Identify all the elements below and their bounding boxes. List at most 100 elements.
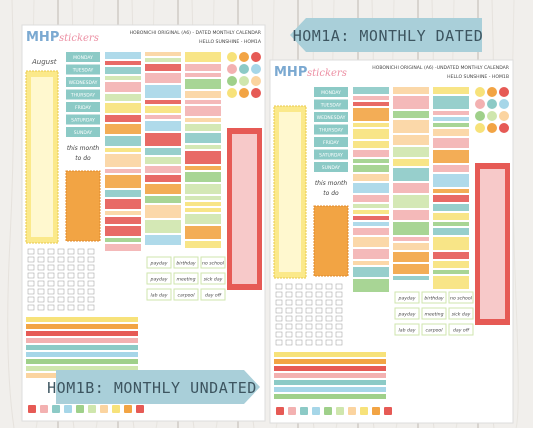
strip-sticker xyxy=(185,73,221,77)
strip-sticker xyxy=(433,129,469,136)
strip-sticker xyxy=(105,238,141,242)
tracker-box xyxy=(57,248,65,255)
strip-sticker xyxy=(185,214,221,224)
strip-sticker xyxy=(185,124,221,131)
logo-sub: stickers xyxy=(307,68,347,79)
weekday-sticker xyxy=(66,114,100,125)
tracker-box xyxy=(57,256,65,263)
tracker-box xyxy=(57,288,65,295)
strip-sticker xyxy=(393,243,429,250)
circle-sticker xyxy=(499,99,509,109)
weekday-label: THURSDAY xyxy=(318,128,344,134)
strip-sticker xyxy=(353,267,389,277)
wide-stripe xyxy=(274,359,386,364)
tracker-box xyxy=(27,272,35,279)
tracker-box xyxy=(315,331,323,338)
strip-sticker xyxy=(433,276,469,289)
strip-sticker xyxy=(353,249,389,259)
tracker-box xyxy=(67,288,75,295)
label-text: lab day xyxy=(399,328,416,334)
sheet-header: HOBONICHI ORIGINAL (A6) -UNDATED MONTHLY… xyxy=(372,65,510,71)
tracker-box xyxy=(37,280,45,287)
weekday-sticker xyxy=(66,89,100,100)
strip-sticker xyxy=(145,205,181,218)
strip-sticker xyxy=(353,108,389,121)
weekday-label: MONDAY xyxy=(321,90,341,96)
wide-stripe xyxy=(274,380,386,385)
strip-sticker xyxy=(145,220,181,233)
todo-box xyxy=(65,170,101,242)
tracker-box xyxy=(285,315,293,322)
tracker-box xyxy=(285,291,293,298)
todo-label: to do xyxy=(323,190,339,197)
icon-sticker xyxy=(288,407,296,415)
strip-sticker xyxy=(145,166,181,173)
tracker-box xyxy=(47,280,55,287)
strip-sticker xyxy=(145,106,181,113)
strip-sticker xyxy=(185,79,221,89)
strip-sticker xyxy=(105,115,141,122)
weekday-label: SATURDAY xyxy=(319,153,343,159)
strip-sticker xyxy=(433,252,469,259)
strip-sticker xyxy=(145,133,181,146)
strip-sticker xyxy=(433,195,469,202)
wide-stripe xyxy=(26,317,138,322)
strip-sticker xyxy=(105,217,141,224)
tracker-box xyxy=(325,299,333,306)
circle-sticker xyxy=(475,111,485,121)
strip-sticker xyxy=(105,76,141,80)
strip-sticker xyxy=(185,118,221,122)
strip-sticker xyxy=(145,64,181,71)
sheets: MHP stickers HOBONICHI ORIGINAL (A6) - DAT… xyxy=(21,24,514,424)
strip-sticker xyxy=(105,94,141,101)
strip-sticker xyxy=(185,64,221,71)
strip-sticker xyxy=(105,175,141,188)
icon-sticker xyxy=(360,407,368,415)
strip-sticker xyxy=(185,91,221,98)
strip-sticker xyxy=(185,202,221,206)
icon-sticker xyxy=(384,407,392,415)
tracker-box xyxy=(47,304,55,311)
strip-sticker xyxy=(105,190,141,197)
tracker-box xyxy=(87,264,95,271)
tracker-box xyxy=(285,331,293,338)
tracker-box xyxy=(57,296,65,303)
strip-sticker xyxy=(105,61,141,65)
tracker-box xyxy=(335,299,343,306)
strip-sticker xyxy=(353,183,389,193)
strip-sticker xyxy=(185,52,221,62)
banner-label: HOM1B: MONTHLY UNDATED xyxy=(47,379,257,397)
tracker-box xyxy=(27,296,35,303)
weekday-sticker xyxy=(314,99,348,110)
tracker-box xyxy=(325,307,333,314)
strip-sticker xyxy=(433,123,469,127)
icon-sticker xyxy=(76,405,84,413)
tracker-box xyxy=(325,283,333,290)
circle-sticker xyxy=(227,76,237,86)
strip-sticker xyxy=(353,150,389,157)
tracker-box xyxy=(295,339,303,346)
label-sticker xyxy=(448,291,474,304)
icon-sticker xyxy=(52,405,60,413)
top-banner: HOM1A: MONTHLY DATED xyxy=(290,18,483,52)
tracker-box xyxy=(37,296,45,303)
strip-sticker xyxy=(353,141,389,148)
tracker-box xyxy=(87,296,95,303)
icon-sticker xyxy=(112,405,120,413)
tracker-box xyxy=(315,339,323,346)
circle-sticker xyxy=(227,52,237,62)
tracker-box xyxy=(315,307,323,314)
wide-stripe xyxy=(274,394,386,399)
strip-sticker xyxy=(185,133,221,143)
todo-box xyxy=(313,205,349,277)
circle-sticker xyxy=(487,111,497,121)
strip-sticker xyxy=(185,166,221,170)
tracker-box xyxy=(77,264,85,271)
strip-sticker xyxy=(185,100,221,104)
strip-sticker xyxy=(105,52,141,59)
label-text: payday xyxy=(150,261,168,267)
tracker-box xyxy=(27,288,35,295)
icon-sticker xyxy=(372,407,380,415)
circle-sticker xyxy=(487,99,497,109)
bottom-banner: HOM1B: MONTHLY UNDATED xyxy=(47,370,260,404)
